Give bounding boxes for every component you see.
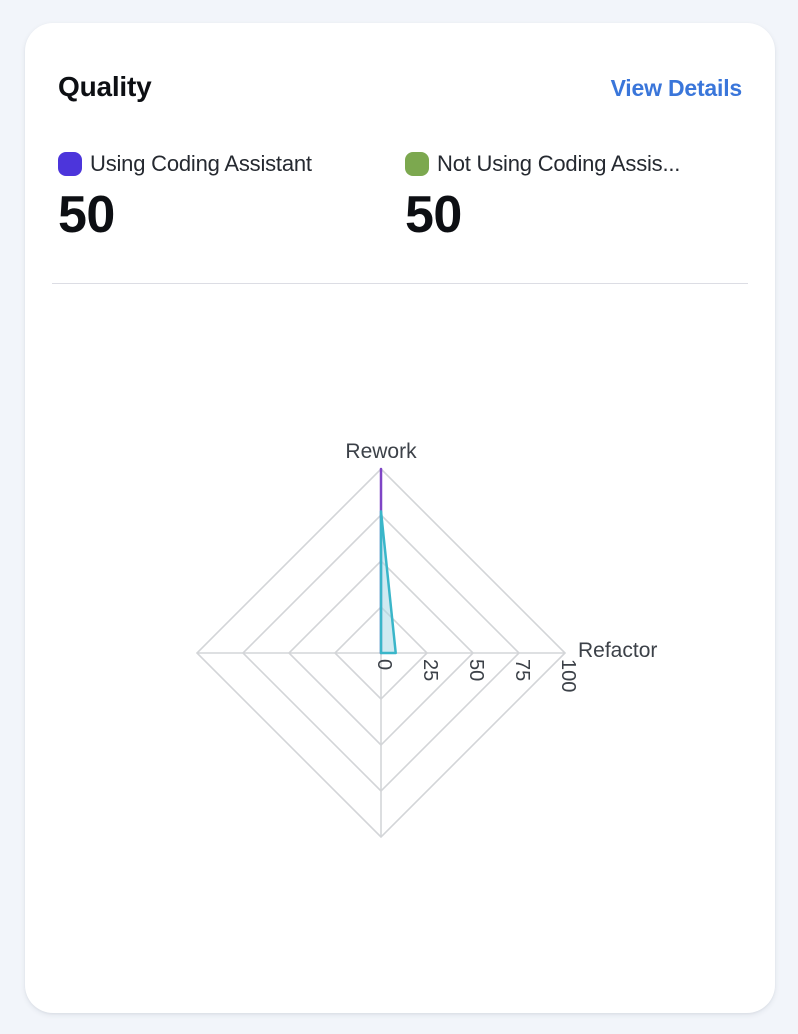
legend-item-using-assistant[interactable]: Using Coding Assistant — [58, 151, 405, 177]
radar-tick-label: 100 — [557, 659, 579, 692]
metric-not-using-assistant: Not Using Coding Assis... 50 — [405, 151, 742, 241]
metric-using-assistant: Using Coding Assistant 50 — [58, 151, 405, 241]
radar-chart-area: Rework Refactor 0 25 50 75 100 — [25, 400, 775, 920]
view-details-link[interactable]: View Details — [610, 75, 743, 101]
radar-tick-label: 0 — [373, 659, 395, 670]
divider — [52, 283, 748, 284]
legend-label-not-using-assistant: Not Using Coding Assis... — [437, 151, 681, 176]
card-header: Quality View Details — [58, 71, 742, 103]
metric-value-not-using-assistant: 50 — [405, 186, 462, 244]
card-title: Quality — [58, 71, 152, 102]
legend-item-not-using-assistant[interactable]: Not Using Coding Assis... — [405, 151, 742, 177]
radar-tick-label: 25 — [419, 659, 441, 681]
radar-axis-label-right: Refactor — [578, 639, 657, 662]
radar-series-1 — [379, 510, 397, 655]
quality-card: Quality View Details Using Coding Assist… — [25, 23, 775, 1013]
legend-label-using-assistant: Using Coding Assistant — [90, 151, 312, 176]
radar-tick-label: 75 — [511, 659, 533, 681]
metric-value-using-assistant: 50 — [58, 186, 115, 244]
legend-chip-green — [405, 152, 429, 176]
legend-chip-purple — [58, 152, 82, 176]
radar-tick-label: 50 — [465, 659, 487, 681]
quality-radar-chart: Rework Refactor 0 25 50 75 100 — [195, 440, 657, 839]
radar-axis-label-top: Rework — [345, 440, 417, 463]
legend-summary: Using Coding Assistant 50 Not Using Codi… — [58, 151, 742, 241]
